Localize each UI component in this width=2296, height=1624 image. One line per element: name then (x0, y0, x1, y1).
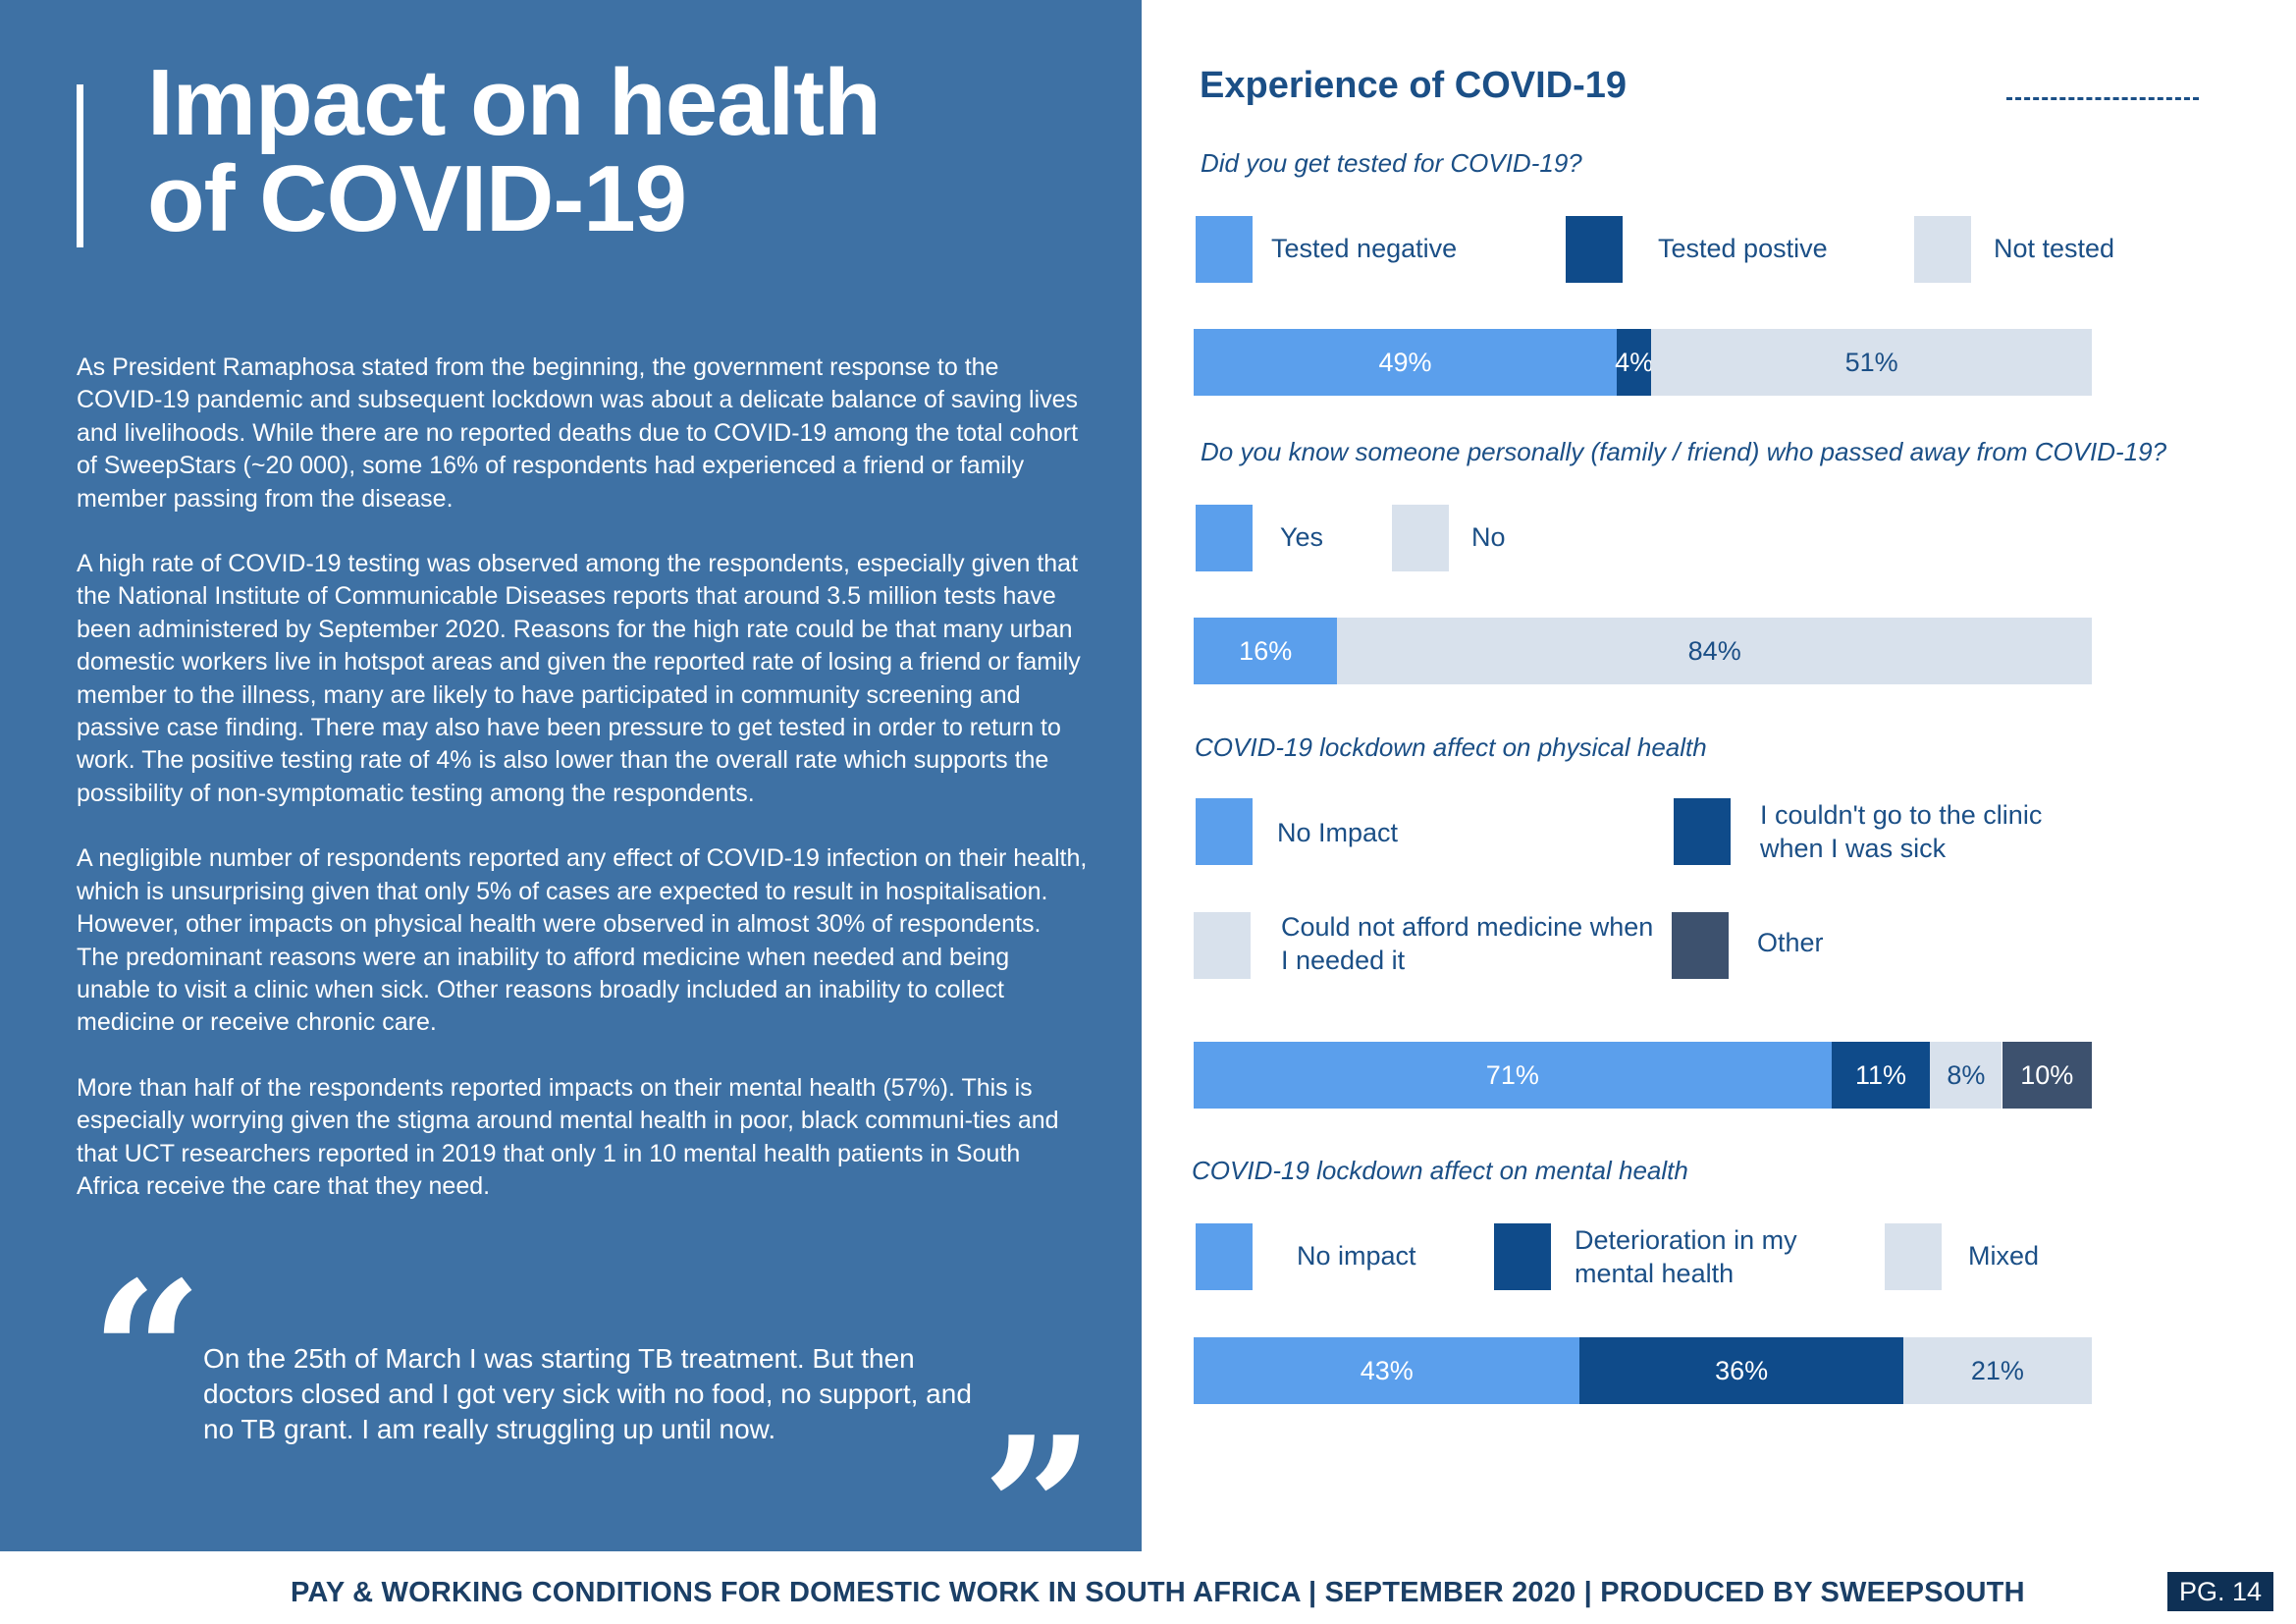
chart-2-bar-segment-0: 16% (1194, 618, 1338, 684)
chart-1-data-label-1: 4% (1615, 347, 1654, 377)
pull-quote: On the 25th of March I was starting TB t… (203, 1343, 972, 1444)
chart-4-legend-swatch-2 (1885, 1223, 1942, 1290)
chart-4-stacked-bar: 43% 36% 21% (1194, 1337, 2092, 1404)
chart-3-bar-segment-3: 10% (2002, 1042, 2092, 1109)
chart-1-legend-label-1: Tested postive (1658, 234, 1828, 263)
chart-2-data-label-0: 16% (1239, 635, 1293, 666)
chart-4-question: COVID-19 lockdown affect on mental healt… (1192, 1156, 1688, 1185)
chart-4-bar-segment-1: 36% (1579, 1337, 1903, 1404)
chart-1-stacked-bar: 49% 4% 51% (1194, 329, 2092, 396)
left-panel: Impact on health of COVID-19 As Presiden… (0, 0, 1142, 1608)
chart-4-data-label-2: 21% (1970, 1355, 2024, 1385)
chart-3-question: COVID-19 lockdown affect on physical hea… (1195, 732, 1707, 762)
quote-close-icon: ” (982, 1394, 1095, 1624)
chart-3-bar-segment-0: 71% (1194, 1042, 1832, 1109)
title-accent-bar (77, 84, 83, 247)
chart-3-legend-label-3: Other (1757, 928, 1824, 957)
chart-2-legend-swatch-1 (1392, 505, 1449, 571)
chart-4-bar-segment-0: 43% (1194, 1337, 1580, 1404)
page-title: Impact on health of COVID-19 (147, 55, 1109, 247)
chart-3-data-label-1: 11% (1854, 1059, 1906, 1090)
chart-3-data-label-0: 71% (1485, 1059, 1539, 1090)
paragraph-1: As President Ramaphosa stated from the b… (77, 353, 1079, 513)
chart-4-legend-label-1: Deterioration in my mental health (1575, 1225, 1797, 1288)
chart-3-data-label-2: 8% (1947, 1059, 1986, 1090)
chart-1-legend-swatch-0 (1196, 216, 1253, 283)
chart-2-bar-segment-1: 84% (1337, 618, 2092, 684)
chart-4-bar-segment-2: 21% (1902, 1337, 2092, 1404)
chart-2-question: Do you know someone personally (family /… (1201, 437, 2167, 466)
chart-1-legend-swatch-1 (1566, 216, 1623, 283)
chart-1-bar-segment-2: 51% (1651, 329, 2092, 396)
chart-3-bar-segment-2: 8% (1930, 1042, 2002, 1109)
chart-3-legend-label-2: Could not afford medicine when I needed … (1281, 912, 1654, 975)
chart-3-data-label-3: 10% (2020, 1059, 2074, 1090)
dashed-divider (2006, 97, 2199, 100)
chart-4-data-label-1: 36% (1715, 1355, 1769, 1385)
chart-3-legend-label-0: No Impact (1277, 818, 1399, 847)
chart-4-data-label-0: 43% (1360, 1355, 1414, 1385)
chart-2-legend-label-1: No (1471, 522, 1506, 552)
chart-3-legend-swatch-1 (1674, 798, 1731, 865)
chart-4-legend-swatch-0 (1196, 1223, 1253, 1290)
chart-4-legend-label-0: No impact (1297, 1241, 1416, 1271)
chart-3-legend-swatch-2 (1194, 912, 1251, 979)
chart-1-bar-segment-0: 49% (1194, 329, 1618, 396)
footer-text: PAY & WORKING CONDITIONS FOR DOMESTIC WO… (291, 1577, 2025, 1608)
chart-3-stacked-bar: 71% 11% 8% 10% (1194, 1042, 2092, 1109)
chart-3-bar-segment-1: 11% (1831, 1042, 1931, 1109)
chart-2-stacked-bar: 16% 84% (1194, 618, 2092, 684)
chart-3-legend-swatch-0 (1196, 798, 1253, 865)
section-title: Experience of COVID-19 (1200, 65, 1628, 106)
chart-1-data-label-2: 51% (1844, 347, 1898, 377)
paragraph-4: More than half of the respondents report… (77, 1073, 1059, 1200)
paragraph-3: A negligible number of respondents repor… (77, 844, 1088, 1037)
paragraph-2: A high rate of COVID-19 testing was obse… (77, 550, 1081, 807)
chart-3-legend-swatch-3 (1672, 912, 1729, 979)
chart-1-legend-label-2: Not tested (1994, 234, 2115, 263)
chart-4-legend-swatch-1 (1494, 1223, 1551, 1290)
chart-2-legend-label-0: Yes (1280, 522, 1324, 552)
chart-2-legend-swatch-0 (1196, 505, 1253, 571)
chart-1-question: Did you get tested for COVID-19? (1201, 148, 1582, 178)
body-text: As President Ramaphosa stated from the b… (77, 352, 1088, 1235)
page-title-line-1: Impact on health (147, 50, 881, 155)
chart-1-bar-segment-1: 4% (1615, 329, 1654, 396)
page-title-line-2: of COVID-19 (147, 146, 687, 251)
chart-4-legend-label-2: Mixed (1968, 1241, 2040, 1271)
chart-2-data-label-1: 84% (1687, 635, 1741, 666)
chart-1-data-label-0: 49% (1378, 347, 1432, 377)
chart-3-legend-label-1: I couldn't go to the clinic when I was s… (1760, 800, 2043, 863)
quote-open-icon: “ (90, 1239, 204, 1470)
chart-1-legend-swatch-2 (1914, 216, 1971, 283)
chart-1-legend-label-0: Tested negative (1271, 234, 1458, 263)
page-number-badge: PG. 14 (2167, 1572, 2273, 1611)
